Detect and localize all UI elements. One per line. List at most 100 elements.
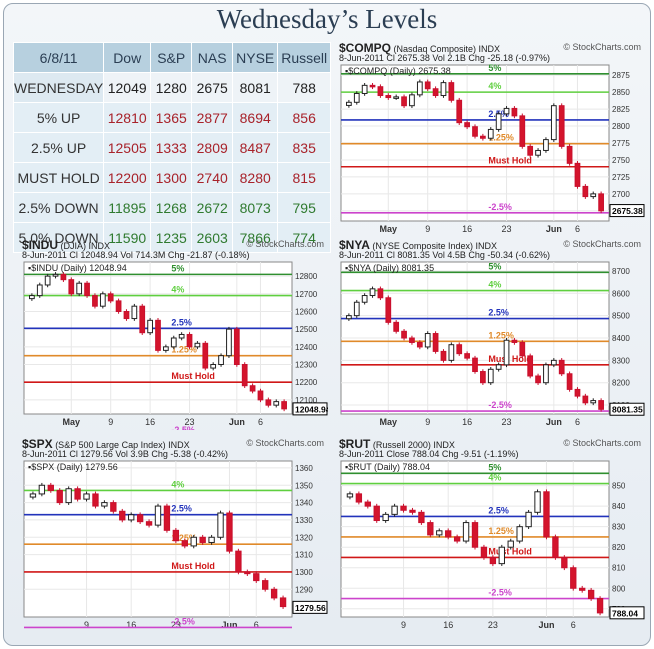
level-label: 2.5% bbox=[171, 504, 192, 514]
table-cell: 8081 bbox=[232, 72, 279, 103]
candle-body bbox=[74, 488, 81, 500]
candle-body bbox=[561, 556, 568, 569]
x-tick-label: 23 bbox=[171, 620, 181, 630]
table-cell: 2672 bbox=[191, 192, 234, 223]
last-price-label: 1279.56 bbox=[295, 603, 326, 613]
candle-body bbox=[432, 88, 439, 97]
table-cell: 1300 bbox=[150, 162, 193, 193]
header-sp: S&P bbox=[150, 42, 193, 73]
candle-body bbox=[424, 81, 431, 90]
series-legend: ▪$COMPQ (Daily) 2675.38 bbox=[345, 66, 451, 76]
candle-body bbox=[424, 333, 431, 348]
candle-body bbox=[464, 122, 470, 128]
candle-body bbox=[346, 315, 352, 320]
chart-source: © StockCharts.com bbox=[246, 239, 324, 249]
x-tick-label: 23 bbox=[488, 620, 498, 630]
candle-body bbox=[145, 521, 153, 526]
x-tick-label: 9 bbox=[108, 417, 113, 427]
candle-body bbox=[84, 282, 90, 297]
candle-body bbox=[154, 505, 162, 526]
candle-body bbox=[511, 107, 518, 117]
y-tick-label: 2750 bbox=[612, 156, 630, 165]
x-tick-label: 6 bbox=[575, 224, 580, 234]
last-price-label: 8081.35 bbox=[612, 405, 643, 415]
candle-body bbox=[178, 333, 185, 339]
candle-body bbox=[346, 101, 352, 106]
candle-body bbox=[128, 514, 135, 521]
chart-name: (NYSE Composite Index) INDX bbox=[369, 241, 497, 251]
candle-body bbox=[535, 149, 541, 156]
candle-body bbox=[226, 328, 232, 357]
candle-body bbox=[400, 505, 407, 511]
candle-body bbox=[190, 536, 197, 547]
x-tick-label: 23 bbox=[502, 224, 512, 234]
level-label: -2.5% bbox=[488, 588, 512, 598]
level-label: 1.25% bbox=[488, 526, 514, 536]
candle-body bbox=[361, 84, 368, 94]
table-cell: 8073 bbox=[232, 192, 279, 223]
chart-info: 8-Jun-2011 Cl 1279.56 Vol 3.9B Chg -5.38… bbox=[22, 449, 228, 459]
candle-body bbox=[516, 526, 523, 542]
x-tick-label: 9 bbox=[425, 224, 430, 234]
candle-body bbox=[199, 536, 206, 543]
table-row: 2.5% UP 12505 1333 2809 8487 835 bbox=[12, 132, 332, 163]
chart-name: (Nasdaq Composite) INDX bbox=[391, 44, 501, 54]
level-label: 2.5% bbox=[488, 308, 509, 318]
x-tick-label: 9 bbox=[84, 620, 89, 630]
candle-body bbox=[273, 401, 280, 406]
table-cell: 8694 bbox=[232, 102, 279, 133]
candle-body bbox=[136, 514, 144, 523]
table-cell: 835 bbox=[277, 132, 332, 163]
candle-body bbox=[139, 305, 146, 334]
candle-body bbox=[110, 502, 117, 512]
candle-body bbox=[233, 328, 240, 366]
x-tick-label: 6 bbox=[575, 417, 580, 427]
level-label: -2.5% bbox=[171, 616, 195, 626]
header-date: 6/8/11 bbox=[12, 42, 105, 73]
table-cell: 2740 bbox=[191, 162, 234, 193]
table-cell: 1268 bbox=[150, 192, 193, 223]
candle-body bbox=[543, 364, 549, 384]
candle-body bbox=[456, 99, 463, 124]
table-cell: 2675 bbox=[191, 72, 234, 103]
candle-body bbox=[543, 139, 549, 151]
level-label: 5% bbox=[171, 263, 184, 273]
level-label: 1.25% bbox=[488, 133, 514, 143]
level-label: Must Hold bbox=[171, 561, 215, 571]
candle-body bbox=[208, 536, 215, 543]
table-cell: 2809 bbox=[191, 132, 234, 163]
candle-body bbox=[590, 400, 597, 404]
last-price-box bbox=[609, 402, 645, 416]
y-tick-label: 12500 bbox=[295, 325, 318, 334]
chart-info: 8-Jun-2011 Cl 8081.35 Vol 4.5B Chg -50.3… bbox=[339, 250, 550, 260]
series-legend: ▪$INDU (Daily) 12048.94 bbox=[28, 263, 127, 273]
chart-symbol: $RUT bbox=[339, 437, 371, 451]
chart-title: $COMPQ (Nasdaq Composite) INDX bbox=[339, 41, 500, 55]
table-cell: 12200 bbox=[103, 162, 152, 193]
x-tick-label: 16 bbox=[126, 620, 136, 630]
candle-body bbox=[382, 513, 389, 522]
candle-body bbox=[566, 373, 573, 390]
candle-body bbox=[445, 530, 452, 538]
level-label: 5% bbox=[488, 261, 501, 271]
candle-body bbox=[262, 580, 269, 590]
candle-body bbox=[507, 540, 514, 548]
candle-body bbox=[503, 339, 510, 366]
x-tick-label: 23 bbox=[185, 417, 195, 427]
candle-body bbox=[346, 493, 354, 498]
candle-body bbox=[519, 341, 526, 357]
y-tick-label: 2800 bbox=[612, 122, 630, 131]
chart-title: $NYA (NYSE Composite Index) INDX bbox=[339, 238, 497, 252]
y-tick-label: 12100 bbox=[295, 396, 318, 405]
candle-body bbox=[385, 297, 392, 323]
plot-area bbox=[23, 460, 293, 618]
y-tick-label: 8700 bbox=[612, 267, 630, 276]
chart-title: $RUT (Russell 2000) INDX bbox=[339, 437, 455, 451]
chart-symbol: $INDU bbox=[22, 238, 59, 252]
y-tick-label: 2825 bbox=[612, 105, 630, 114]
chart-svg: 79080081082083084085091623Jun65%4%2.5%1.… bbox=[340, 460, 645, 630]
x-tick-label: Jun bbox=[538, 620, 554, 630]
candle-body bbox=[244, 571, 251, 575]
candle-body bbox=[186, 333, 193, 348]
y-tick-label: 1300 bbox=[295, 568, 313, 577]
